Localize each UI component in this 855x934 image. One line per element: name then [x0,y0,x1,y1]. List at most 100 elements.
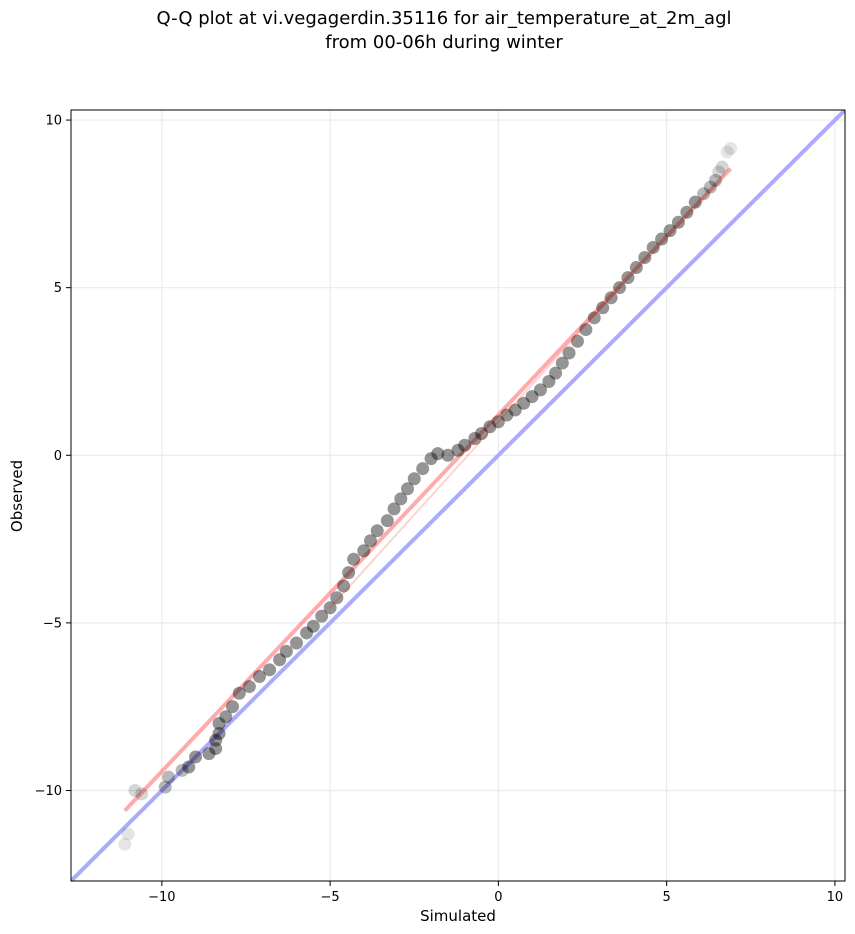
data-point [708,173,722,187]
data-point [458,438,472,452]
data-point [323,601,337,615]
data-point [370,524,384,538]
data-point [242,680,256,694]
data-point [279,644,293,658]
data-point [357,544,371,558]
data-point [629,261,643,275]
x-tick-label: −5 [321,890,340,905]
data-point [380,514,394,528]
data-point [451,443,465,457]
data-point [621,271,635,285]
data-point [364,534,378,548]
data-point [475,426,489,440]
x-tick-label: 0 [494,890,502,905]
data-point [226,700,240,714]
data-point [175,763,189,777]
data-point [212,716,226,730]
data-point [219,710,233,724]
data-point [525,390,539,404]
data-point [638,250,652,264]
data-point [209,742,223,756]
data-point [182,760,196,774]
data-point [394,492,408,506]
fit-line [123,167,733,812]
data-point [118,837,132,851]
data-point [549,366,563,380]
data-point [330,591,344,605]
data-point [431,447,445,461]
data-point [289,636,303,650]
plot-area [71,110,845,881]
data-point [162,770,176,784]
data-point [491,415,505,429]
data-point [135,787,149,801]
data-point [646,240,660,254]
data-point [416,462,430,476]
axes-frame [70,109,846,882]
data-point [542,375,556,389]
data-point [401,482,415,496]
grid-lines [71,110,845,881]
y-tick-label: −10 [35,784,62,799]
x-tick-label: 5 [663,890,671,905]
data-point [720,145,734,159]
data-point [252,670,266,684]
data-point [342,566,356,580]
data-point [587,311,601,325]
data-point [517,396,531,410]
data-point [232,686,246,700]
y-tick-label: −5 [43,616,62,631]
data-point [579,323,593,337]
y-axis-label: Observed [8,460,26,532]
identity-line [71,110,845,881]
data-point [483,420,497,434]
data-point [613,281,627,295]
data-point [680,205,694,219]
fit-line-overlay [329,286,621,609]
x-tick-label: 10 [827,890,844,905]
data-point [158,780,172,794]
data-point [697,187,711,201]
data-point [387,502,401,516]
data-point [347,552,361,566]
y-tick-label: 0 [54,449,62,464]
data-point [604,291,618,305]
data-point [315,609,329,623]
data-point [663,224,677,238]
data-point [703,180,717,194]
data-point [508,403,522,417]
data-point [209,733,223,747]
data-point [189,750,203,764]
data-point [306,619,320,633]
x-axis-label: Simulated [420,907,496,925]
data-point [212,727,226,741]
data-point [724,142,738,156]
data-point [202,747,216,761]
data-point [128,783,142,797]
y-tick-label: 10 [45,114,62,129]
data-point [500,408,514,422]
data-point [715,160,729,174]
data-point [570,334,584,348]
data-point [533,383,547,397]
data-point [468,432,482,446]
data-point [441,448,455,462]
chart-title-line-1: Q-Q plot at vi.vegagerdin.35116 for air_… [157,8,732,29]
data-point [121,827,135,841]
data-point [263,663,277,677]
data-point [424,452,438,466]
data-point [407,472,421,486]
data-point [273,653,287,667]
data-point [562,346,576,360]
data-point [337,579,351,593]
x-tick-label: −10 [148,890,175,905]
data-point [712,165,726,179]
data-point [596,301,610,315]
chart-title-line-2: from 00-06h during winter [325,32,563,53]
data-point [688,195,702,209]
axis-ticks: −10 −5 0 5 10 −10 −5 0 5 10 [35,114,844,905]
y-tick-label: 5 [54,281,62,296]
data-point [671,215,685,229]
data-point [300,626,314,640]
